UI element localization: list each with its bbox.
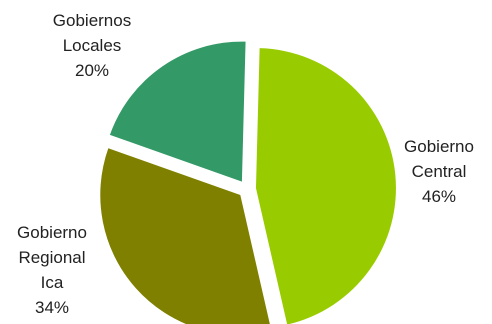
label-line: Ica xyxy=(40,273,64,292)
label-line: Locales xyxy=(62,36,122,55)
label-line: Gobiernos xyxy=(52,11,132,30)
label-percent: 20% xyxy=(74,61,110,80)
label-line: Central xyxy=(411,162,467,181)
label-line: Regional xyxy=(18,248,86,267)
label-percent: 34% xyxy=(34,298,70,317)
label-gobierno-regional-ica: Gobierno Regional Ica 34% xyxy=(4,220,100,320)
slice-gobierno-regional-ica xyxy=(100,148,270,324)
label-gobierno-central: Gobierno Central 46% xyxy=(396,134,482,209)
label-percent: 46% xyxy=(421,187,457,206)
label-gobiernos-locales: Gobiernos Locales 20% xyxy=(40,8,144,83)
label-line: Gobierno xyxy=(404,137,474,156)
label-line: Gobierno xyxy=(17,223,87,242)
slice-gobiernos-locales xyxy=(109,41,246,182)
slice-gobierno-central xyxy=(255,48,396,324)
